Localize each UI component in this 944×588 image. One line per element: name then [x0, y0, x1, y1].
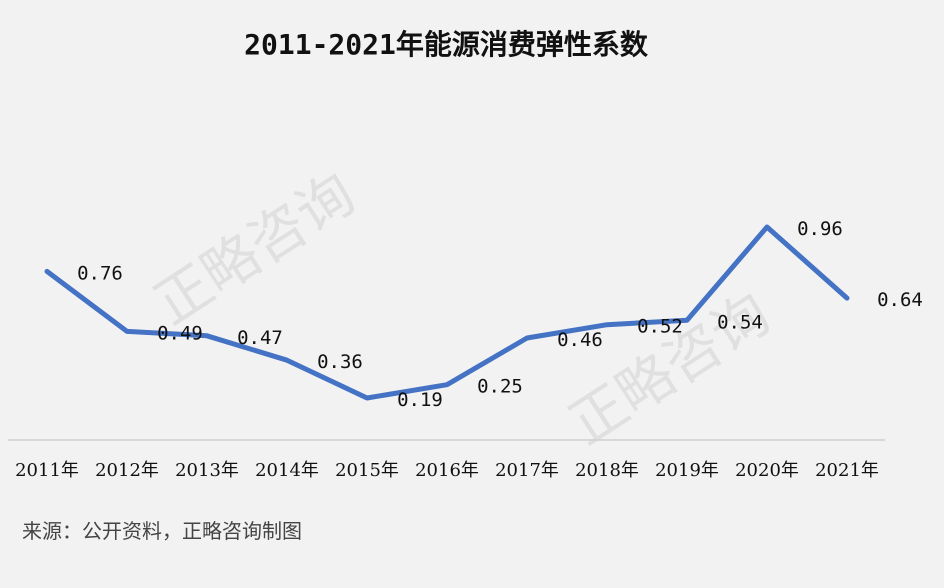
x-tick-label: 2019年 [655, 460, 719, 481]
data-label: 0.64 [877, 289, 923, 311]
chart-title: 2011-2021年能源消费弹性系数 [244, 28, 649, 61]
data-label: 0.47 [237, 327, 283, 349]
source-note: 来源：公开资料，正略咨询制图 [22, 519, 302, 543]
x-tick-label: 2018年 [575, 460, 639, 481]
x-tick-label: 2011年 [15, 460, 79, 481]
watermark-text: 正略咨询 [558, 281, 781, 458]
data-labels: 0.76 0.49 0.47 0.36 0.19 0.25 0.46 0.52 0.54 0.96… [77, 218, 923, 411]
data-label: 0.49 [157, 322, 203, 344]
data-label: 0.54 [717, 311, 763, 333]
watermark-text: 正略咨询 [143, 161, 366, 338]
x-tick-label: 2015年 [335, 460, 399, 481]
data-label: 0.52 [637, 316, 683, 338]
data-label: 0.36 [317, 351, 363, 373]
x-tick-label: 2021年 [815, 460, 879, 481]
x-tick-label: 2014年 [255, 460, 319, 481]
data-label: 0.19 [397, 389, 443, 411]
x-axis-ticks: 2011年 2012年 2013年 2014年 2015年 2016年 2017年 2018年… [15, 460, 879, 481]
data-label: 0.76 [77, 262, 123, 284]
data-label: 0.96 [797, 218, 843, 240]
x-tick-label: 2012年 [95, 460, 159, 481]
data-label: 0.25 [477, 376, 523, 398]
x-tick-label: 2016年 [415, 460, 479, 481]
x-tick-label: 2020年 [735, 460, 799, 481]
x-tick-label: 2017年 [495, 460, 559, 481]
series-line [44, 224, 850, 401]
data-label: 0.46 [557, 329, 603, 351]
x-tick-label: 2013年 [175, 460, 239, 481]
